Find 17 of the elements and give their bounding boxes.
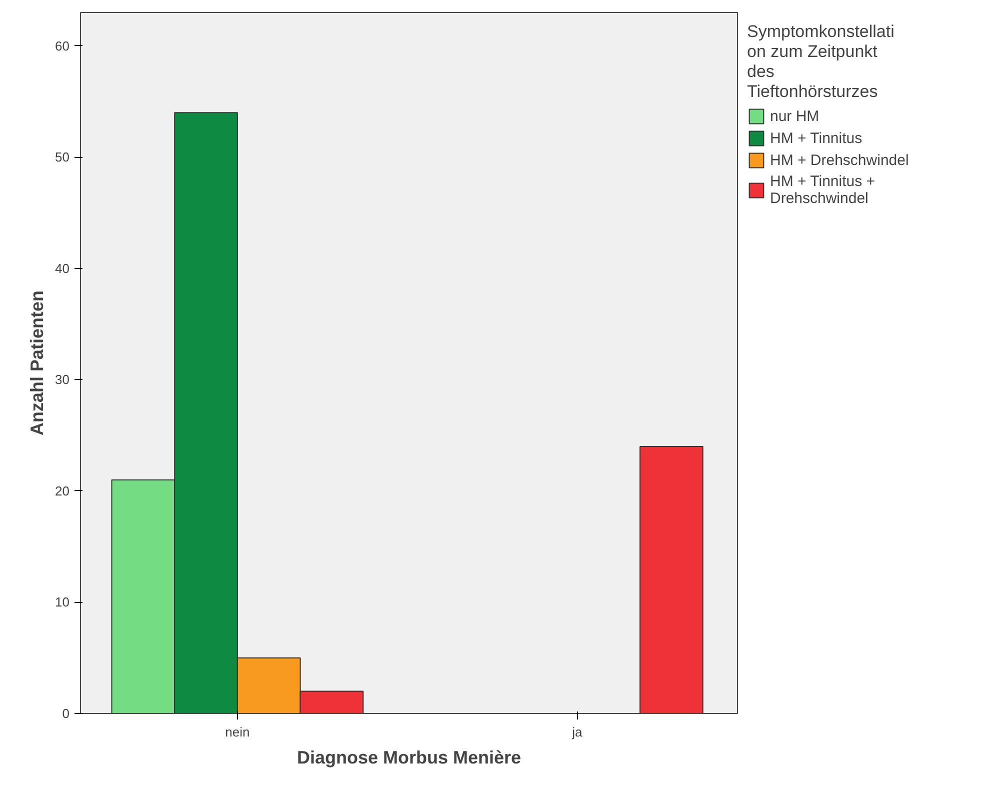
y-tick-label: 60 xyxy=(55,38,70,54)
y-tick-label: 20 xyxy=(55,483,70,498)
bar xyxy=(640,446,704,714)
legend-label: HM + Tinnitus + Drehschwindel xyxy=(770,173,876,207)
legend-label: nur HM xyxy=(770,108,820,124)
y-tick-label: 40 xyxy=(55,260,70,276)
x-tick-label: nein xyxy=(225,724,250,740)
x-tick-label: ja xyxy=(571,724,583,740)
y-tick-label: 0 xyxy=(62,706,70,721)
x-axis-title: Diagnose Morbus Menière xyxy=(296,748,522,768)
y-tick-label: 50 xyxy=(55,150,70,165)
legend-label: HM + Drehschwindel xyxy=(770,152,909,168)
legend-title: Symptomkonstellation zum Zeitpunkt des Tieftonhörsturzes xyxy=(747,22,896,102)
legend-label: HM + Tinnitus xyxy=(770,130,862,146)
y-tick-label: 30 xyxy=(55,372,70,388)
y-tick-label: 10 xyxy=(55,594,70,610)
y-axis-title: Anzahl Patienten xyxy=(27,290,48,436)
